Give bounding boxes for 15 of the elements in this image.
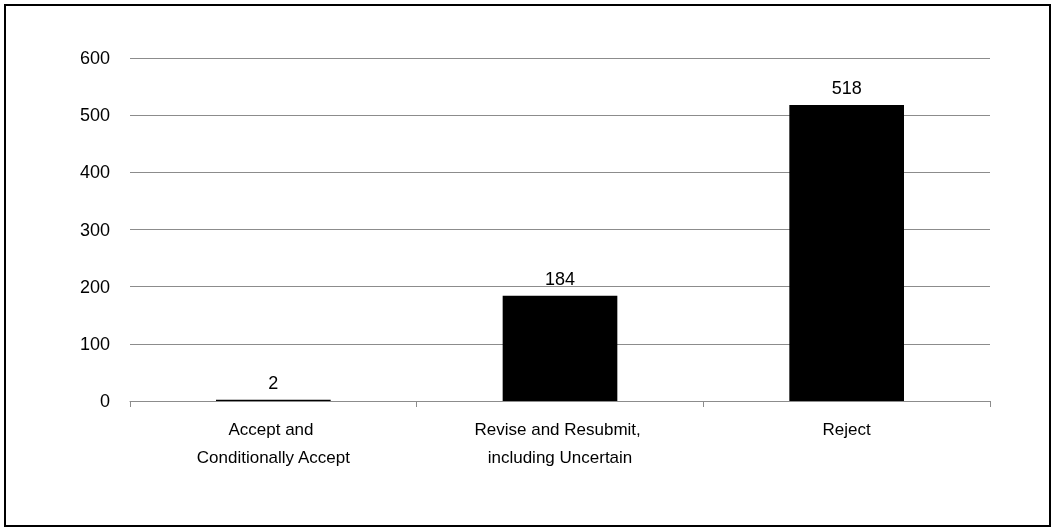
data-label: 184 (544, 268, 576, 289)
bar (502, 295, 618, 401)
y-tick-label: 500 (79, 105, 110, 126)
y-tick-label: 400 (79, 162, 110, 183)
data-label: 2 (268, 372, 279, 393)
x-tick-label: Accept and Conditionally Accept (196, 419, 351, 467)
y-tick-label: 200 (79, 276, 110, 297)
x-tick-label: Reject (822, 419, 872, 439)
y-tick-label: 0 (99, 391, 110, 411)
bar (789, 104, 904, 401)
y-tick-label: 300 (79, 219, 110, 240)
data-label: 518 (831, 77, 862, 98)
y-tick-label: 600 (79, 48, 110, 68)
y-tick-label: 100 (79, 333, 110, 354)
x-tick-label: Revise and Resubmit, including Uncertain (474, 419, 646, 467)
